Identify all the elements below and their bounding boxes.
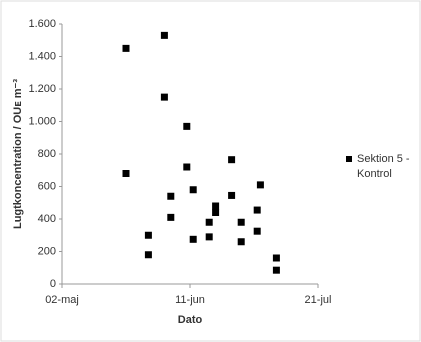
point [122, 44, 130, 52]
point [256, 181, 264, 189]
y-tick-label: 1.000 [28, 115, 56, 127]
point [212, 202, 220, 210]
point [189, 235, 197, 243]
point [144, 251, 152, 259]
point [228, 156, 236, 164]
point [205, 233, 213, 241]
x-tick-label: 11-jun [175, 294, 205, 306]
y-tick-label: 600 [38, 180, 56, 192]
point [272, 266, 280, 274]
point [144, 231, 152, 239]
point [228, 191, 236, 199]
point [160, 31, 168, 39]
point [122, 170, 130, 177]
point [212, 209, 220, 216]
point [167, 213, 175, 221]
y-tick-label: 1.400 [28, 50, 56, 62]
point [253, 227, 261, 235]
point [183, 163, 191, 171]
point [253, 206, 261, 214]
y-tick-label: 400 [38, 213, 56, 225]
legend-entry: Sektion 5 - Kontrol [346, 152, 414, 182]
point [272, 254, 280, 262]
x-tick-label: 21-jul [305, 294, 332, 306]
point [237, 218, 245, 226]
legend: Sektion 5 - Kontrol [346, 152, 414, 182]
legend-label: Sektion 5 - Kontrol [357, 153, 410, 180]
point [183, 122, 191, 130]
x-axis-title: Dato [178, 314, 203, 326]
y-tick-label: 200 [38, 245, 56, 257]
point [189, 186, 197, 194]
y-tick-label: 1.600 [28, 18, 56, 30]
y-tick-label: 0 [50, 278, 56, 290]
y-tick-label: 800 [38, 148, 56, 160]
y-axis-title: Lugtkoncentration / OUᴇ m⁻³ [12, 79, 24, 229]
y-tick-label: 1.200 [28, 83, 56, 95]
point [237, 238, 245, 246]
legend-swatch [346, 156, 352, 162]
point [167, 192, 175, 200]
point [205, 218, 213, 226]
point [160, 93, 168, 101]
x-tick-label: 02-maj [45, 294, 79, 306]
